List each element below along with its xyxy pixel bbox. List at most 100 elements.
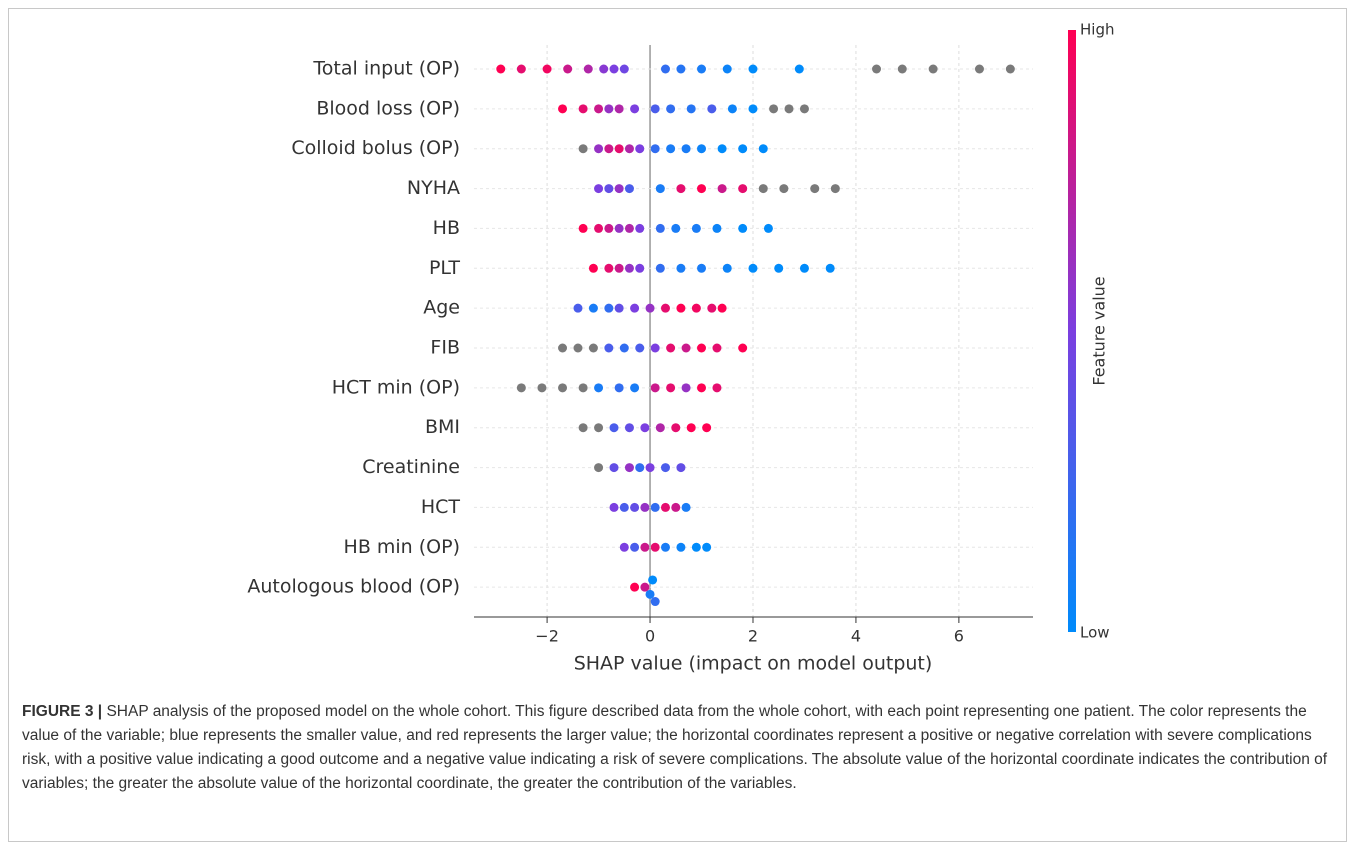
colorbar-label: Feature value xyxy=(1090,276,1109,385)
feature-label: HB min (OP) xyxy=(344,536,460,558)
point xyxy=(640,502,650,512)
point xyxy=(614,184,624,194)
point xyxy=(558,343,568,353)
point xyxy=(830,184,840,194)
point xyxy=(635,223,645,233)
point xyxy=(681,343,691,353)
point xyxy=(748,263,758,273)
point xyxy=(635,263,645,273)
x-tick-label: 4 xyxy=(851,627,861,646)
point xyxy=(676,303,686,313)
point xyxy=(655,423,665,433)
point xyxy=(614,383,624,393)
point xyxy=(676,184,686,194)
point xyxy=(630,542,640,552)
point xyxy=(537,383,547,393)
point xyxy=(779,184,789,194)
point xyxy=(624,423,634,433)
point xyxy=(496,64,506,74)
x-tick-label: 0 xyxy=(645,627,655,646)
point xyxy=(738,184,748,194)
point xyxy=(604,104,614,114)
point xyxy=(666,343,676,353)
point xyxy=(609,463,619,473)
point xyxy=(825,263,835,273)
point xyxy=(588,303,598,313)
point xyxy=(707,104,717,114)
point xyxy=(640,542,650,552)
point xyxy=(650,597,660,607)
point xyxy=(619,542,629,552)
x-axis-label: SHAP value (impact on model output) xyxy=(574,653,933,675)
point xyxy=(702,542,712,552)
point xyxy=(702,423,712,433)
point xyxy=(594,223,604,233)
point xyxy=(645,589,655,599)
point xyxy=(660,502,670,512)
point xyxy=(594,463,604,473)
point xyxy=(624,184,634,194)
colorbar xyxy=(1068,30,1076,632)
point xyxy=(635,144,645,154)
point xyxy=(712,343,722,353)
point xyxy=(614,263,624,273)
point xyxy=(671,423,681,433)
point xyxy=(691,303,701,313)
point xyxy=(810,184,820,194)
point xyxy=(660,303,670,313)
point xyxy=(648,575,658,585)
point xyxy=(573,343,583,353)
caption-text: SHAP analysis of the proposed model on t… xyxy=(22,703,1328,792)
point xyxy=(784,104,794,114)
point xyxy=(872,64,882,74)
point xyxy=(578,104,588,114)
point xyxy=(630,383,640,393)
point xyxy=(655,223,665,233)
point xyxy=(666,144,676,154)
point xyxy=(619,64,629,74)
point xyxy=(681,383,691,393)
point xyxy=(697,343,707,353)
point xyxy=(799,104,809,114)
point xyxy=(578,383,588,393)
point xyxy=(578,144,588,154)
point xyxy=(691,542,701,552)
point xyxy=(604,223,614,233)
feature-label: HCT min (OP) xyxy=(332,376,460,398)
point xyxy=(635,463,645,473)
point xyxy=(609,64,619,74)
point xyxy=(619,343,629,353)
point xyxy=(686,104,696,114)
point xyxy=(619,502,629,512)
feature-label: PLT xyxy=(429,257,460,279)
point xyxy=(604,184,614,194)
point xyxy=(748,104,758,114)
point xyxy=(516,64,526,74)
point xyxy=(650,383,660,393)
point xyxy=(660,542,670,552)
point xyxy=(614,223,624,233)
point xyxy=(614,104,624,114)
point xyxy=(640,423,650,433)
feature-label: Blood loss (OP) xyxy=(316,97,460,119)
point xyxy=(697,64,707,74)
point xyxy=(717,144,727,154)
point xyxy=(686,423,696,433)
caption: FIGURE 3 | SHAP analysis of the proposed… xyxy=(22,700,1337,796)
figure-frame xyxy=(8,8,1347,842)
point xyxy=(604,263,614,273)
feature-label: Creatinine xyxy=(362,456,460,478)
point xyxy=(578,423,588,433)
point xyxy=(738,144,748,154)
point xyxy=(707,303,717,313)
point xyxy=(645,463,655,473)
point xyxy=(645,303,655,313)
point xyxy=(588,263,598,273)
x-tick-label: −2 xyxy=(535,627,559,646)
point xyxy=(697,144,707,154)
point xyxy=(558,104,568,114)
point xyxy=(624,463,634,473)
point xyxy=(697,184,707,194)
chart: SHAP value (impact on model output) High… xyxy=(247,21,1114,675)
point xyxy=(666,383,676,393)
